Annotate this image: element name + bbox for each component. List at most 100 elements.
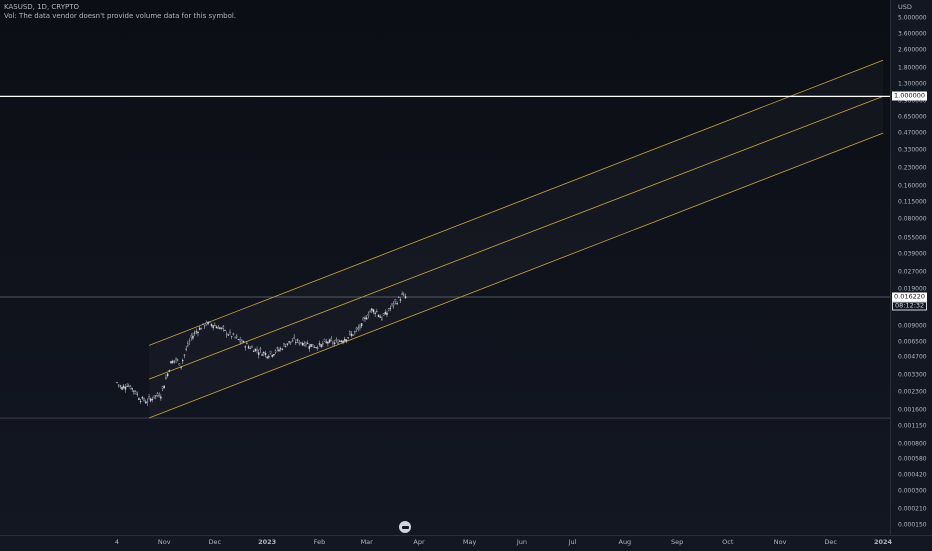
price-tick: 0.330000	[898, 146, 927, 154]
candle-body	[259, 348, 262, 350]
channel-upper-line[interactable]	[148, 59, 884, 346]
time-tick: Mar	[360, 538, 373, 546]
time-tick: Dec	[208, 538, 222, 546]
candle-body	[151, 398, 154, 400]
price-tick: 0.160000	[898, 182, 927, 190]
time-tick: 2023	[258, 538, 277, 546]
candle-body	[384, 311, 387, 315]
candle-body	[119, 385, 122, 387]
candle-body	[288, 341, 290, 343]
price-tick: 0.000300	[898, 487, 927, 495]
candle-body	[187, 343, 189, 347]
candle-body	[296, 339, 299, 341]
channel-lower-line[interactable]	[148, 132, 884, 419]
price-tick: 0.080000	[898, 215, 927, 223]
candle-body	[273, 354, 275, 356]
price-tick: 0.000210	[898, 505, 927, 513]
price-tick: 0.055000	[898, 234, 927, 242]
candle-body	[382, 313, 385, 316]
price-axis[interactable]	[890, 0, 932, 535]
channel-middle-line[interactable]	[148, 95, 884, 380]
candle-body	[251, 346, 253, 348]
candle-body	[225, 333, 228, 335]
candle-body	[212, 325, 214, 328]
candle-body	[156, 393, 159, 396]
candle-body	[291, 340, 294, 342]
price-tick: 0.000800	[898, 440, 927, 447]
candle-body	[355, 327, 358, 331]
time-tick: Jun	[516, 538, 527, 546]
candle-body	[269, 350, 272, 354]
candle-body	[350, 333, 353, 336]
candle-body	[283, 343, 285, 345]
candle-body	[369, 311, 371, 313]
candle-body	[141, 397, 144, 399]
candle-body	[276, 347, 279, 349]
candle-body	[301, 343, 304, 346]
candle-body	[300, 342, 302, 344]
candle-body	[333, 342, 336, 344]
price-tick: 0.009000	[898, 322, 927, 330]
time-tick: Nov	[773, 538, 787, 546]
price-tick: 0.000420	[898, 471, 927, 479]
candle-body	[286, 343, 289, 345]
price-tick: 0.001600	[898, 406, 927, 414]
price-tick: 0.004700	[898, 353, 927, 361]
candle-body	[401, 293, 403, 296]
channel-fill	[149, 60, 884, 419]
legend-symbol[interactable]: KASUSD, 1D, CRYPTO	[4, 3, 79, 11]
time-axis[interactable]	[0, 535, 932, 551]
candle-body	[279, 348, 282, 349]
candle-body	[345, 339, 348, 342]
candle-body	[330, 338, 333, 341]
candle-body	[360, 323, 363, 327]
candle-body	[386, 312, 388, 315]
candle-body	[394, 299, 397, 302]
candle-body	[298, 341, 300, 344]
candle-body	[190, 335, 192, 338]
time-tick: 4	[114, 538, 120, 546]
candle-body	[128, 385, 130, 387]
candle-body	[359, 325, 361, 329]
time-tick: 2024	[873, 538, 893, 546]
candle-body	[271, 354, 273, 357]
plot-svg[interactable]	[0, 0, 890, 535]
time-tick: Aug	[618, 538, 632, 546]
candle-body	[158, 395, 160, 397]
candle-body	[178, 363, 181, 366]
candle-body	[281, 349, 284, 351]
price-tick: 0.019000	[898, 285, 927, 293]
candle-body	[224, 329, 226, 331]
candle-body	[244, 346, 246, 348]
candle-body	[374, 312, 376, 314]
candle-body	[377, 314, 380, 317]
candle-body	[210, 324, 213, 326]
candle-body	[117, 384, 120, 386]
time-tick: Feb	[313, 538, 326, 546]
candle-body	[215, 326, 218, 329]
candle-body	[263, 352, 265, 354]
candle-body	[284, 346, 287, 348]
candle-body	[139, 401, 142, 402]
candle-body	[219, 327, 221, 329]
logo-icon[interactable]	[399, 521, 411, 533]
candle-body	[317, 347, 319, 349]
candle-body	[256, 349, 258, 351]
candle-body	[126, 386, 128, 387]
chart-pane[interactable]	[0, 0, 890, 535]
candle-body	[192, 335, 194, 339]
candle-body	[349, 331, 351, 335]
candle-body	[168, 370, 171, 372]
candle-body	[180, 366, 182, 368]
candle-body	[136, 393, 138, 395]
candle-body	[376, 311, 378, 313]
candle-body	[153, 395, 155, 398]
candle-body	[365, 317, 368, 320]
candle-body	[161, 386, 164, 389]
candle-body	[173, 360, 176, 362]
candle-body	[332, 342, 334, 344]
candlestick-series	[116, 291, 407, 406]
candle-body	[389, 307, 392, 309]
bar-countdown: 08:12:32	[892, 301, 928, 311]
candle-body	[293, 336, 295, 339]
